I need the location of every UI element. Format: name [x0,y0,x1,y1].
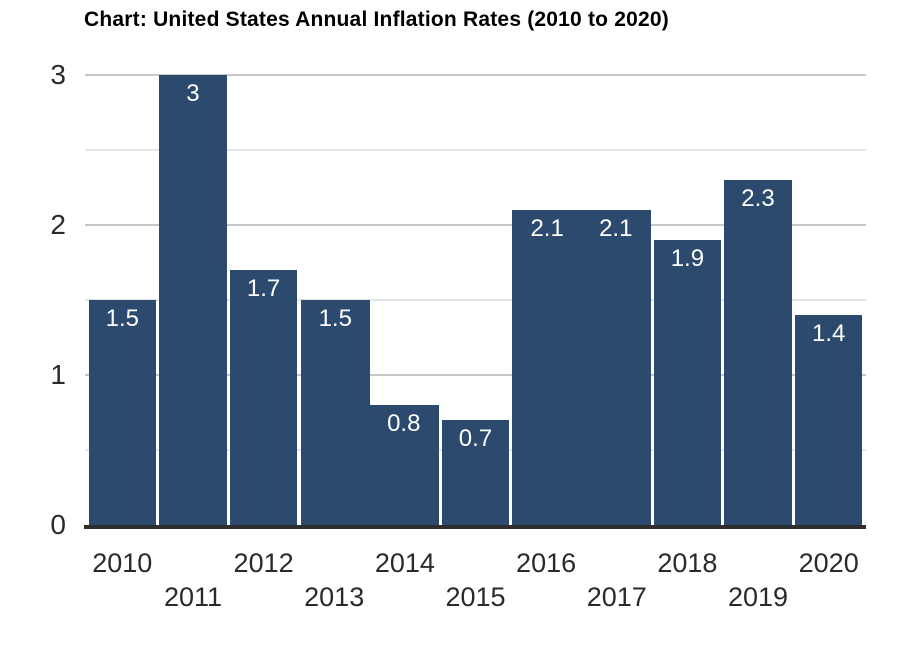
bar-2010: 1.5 [88,300,156,525]
chart-title: Chart: United States Annual Inflation Ra… [84,8,669,31]
gridline-3 [85,74,866,76]
y-tick-label-0: 0 [50,509,66,540]
x-axis-label-2014: 2014 [374,548,435,578]
gridline-1 [85,374,866,376]
gridline-2.5 [85,149,866,151]
bar-value-label-2016: 2.1 [530,215,564,242]
bar-2012: 1.7 [229,270,298,525]
y-tick-label-1: 1 [50,359,66,390]
bar-2015: 0.7 [441,420,510,525]
bar-value-label-2013: 1.5 [318,305,352,332]
bar-value-label-2020: 1.4 [812,320,846,347]
bar-2011: 3 [159,75,227,525]
bar-2014: 0.8 [369,405,439,525]
x-axis-label-2016: 2016 [516,548,577,578]
bar-2020: 1.4 [795,315,863,525]
x-axis-label-2011: 2011 [163,582,223,612]
bar-value-label-2018: 1.9 [670,245,705,272]
x-axis-label-2013: 2013 [304,582,365,612]
x-axis-label-2019: 2019 [727,582,789,612]
bar-value-label-2014: 0.8 [387,410,421,437]
bar-value-label-2015: 0.7 [458,425,493,452]
gridline-2 [85,224,866,226]
bar-2019: 2.3 [724,180,792,525]
x-axis-label-2015: 2015 [445,582,506,612]
bar-2017: 2.1 [581,210,651,525]
x-axis-label-2012: 2012 [233,548,294,578]
gridline-1.5 [85,299,866,301]
bar-value-label-2019: 2.3 [741,185,775,212]
y-tick-label-3: 3 [50,59,66,90]
bar-value-label-2017: 2.1 [599,215,633,242]
bar-2013: 1.5 [300,300,370,525]
bar-value-label-2010: 1.5 [105,305,139,332]
x-axis-label-2010: 2010 [92,548,153,578]
x-axis-label-2017: 2017 [586,582,647,612]
x-axis-label-2018: 2018 [657,548,718,578]
y-tick-label-2: 2 [50,209,66,240]
x-axis-baseline [84,525,866,529]
bar-value-label-2012: 1.7 [246,275,281,302]
bar-2016: 2.1 [512,210,582,525]
bar-value-label-2011: 3 [186,80,200,107]
x-axis-label-2020: 2020 [798,548,859,578]
bar-2018: 1.9 [653,240,722,525]
